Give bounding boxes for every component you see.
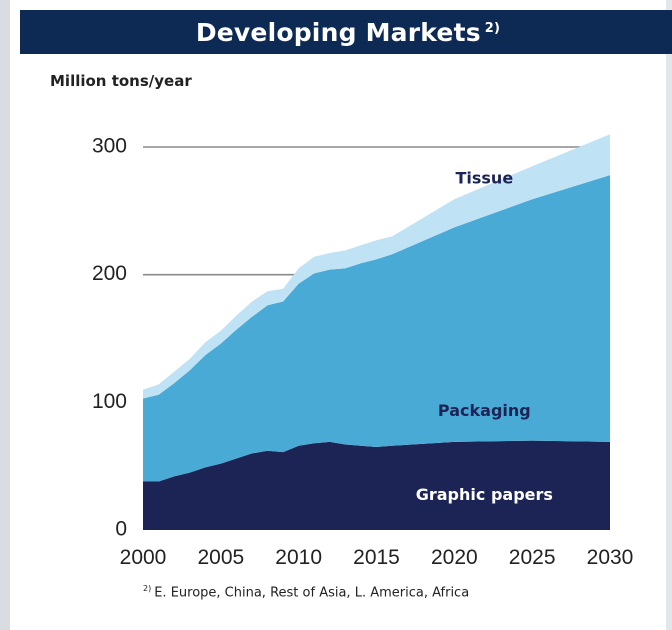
chart-title-footnote-marker: 2) — [484, 20, 501, 36]
area-tissue — [143, 134, 610, 399]
x-tick-label-2020: 2020 — [431, 546, 478, 569]
y-tick-label-0: 0 — [115, 518, 127, 541]
area-packaging — [143, 175, 610, 482]
x-tick-label-2010: 2010 — [275, 546, 322, 569]
series-label-graphic-papers: Graphic papers — [416, 485, 553, 504]
x-tick-label-2000: 2000 — [120, 546, 167, 569]
chart-title: Developing Markets 2) — [20, 10, 672, 54]
series-label-packaging: Packaging — [438, 401, 531, 420]
y-axis-label: Million tons/year — [50, 72, 192, 90]
stacked-area-chart: Tissue Packaging Graphic papers 0 100 200 300 2… — [92, 134, 634, 569]
x-tick-label-2030: 2030 — [587, 546, 634, 569]
footnote-text: E. Europe, China, Rest of Asia, L. Ameri… — [154, 585, 470, 601]
y-tick-label-200: 200 — [92, 262, 127, 285]
x-tick-label-2005: 2005 — [197, 546, 244, 569]
footnote-marker: 2) — [143, 584, 152, 593]
y-tick-label-300: 300 — [92, 135, 127, 158]
series-label-tissue: Tissue — [455, 168, 513, 187]
chart-title-text: Developing Markets — [195, 17, 481, 47]
x-tick-label-2015: 2015 — [353, 546, 400, 569]
y-tick-label-100: 100 — [92, 390, 127, 413]
x-tick-label-2025: 2025 — [509, 546, 556, 569]
footnote: 2) E. Europe, China, Rest of Asia, L. Ame… — [143, 584, 469, 600]
area-graphic-papers — [143, 440, 610, 530]
